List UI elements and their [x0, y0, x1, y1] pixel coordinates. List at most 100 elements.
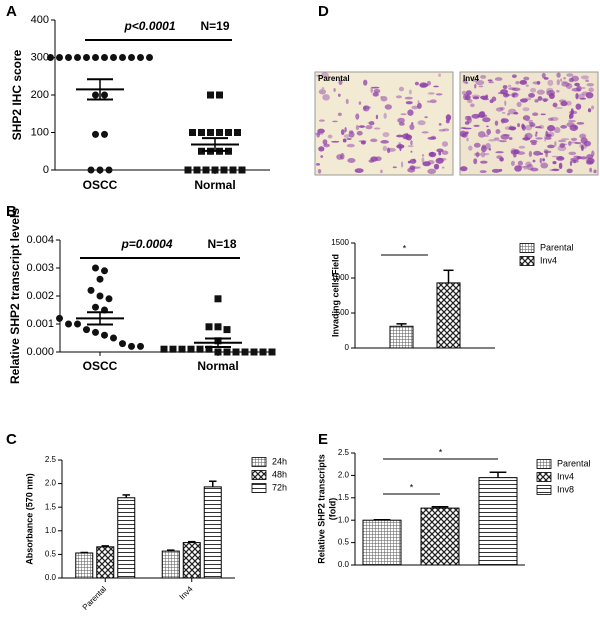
cell-blob	[421, 154, 425, 157]
cell-blob	[355, 124, 360, 131]
cell-blob	[397, 117, 405, 124]
cell-blob	[427, 92, 435, 95]
cell-blob	[480, 145, 487, 153]
data-point	[87, 286, 95, 294]
cell-blob	[559, 143, 566, 148]
cell-blob	[474, 84, 477, 89]
data-point	[101, 91, 108, 99]
data-point	[101, 130, 108, 138]
cell-blob	[487, 79, 493, 82]
bar	[161, 550, 180, 579]
cell-blob	[409, 123, 415, 130]
cell-blob	[530, 87, 537, 93]
cell-blob	[539, 158, 542, 164]
cell-blob	[504, 100, 507, 107]
cell-blob	[370, 138, 378, 143]
data-point	[214, 348, 222, 356]
cell-blob	[365, 125, 373, 130]
y-axis-label: Relative SHP2 transcripts	[316, 454, 326, 564]
cell-blob	[526, 164, 534, 171]
data-point	[83, 54, 90, 61]
cell-blob	[539, 152, 544, 155]
data-point	[207, 129, 214, 136]
cell-blob	[486, 128, 491, 135]
cell-blob	[367, 121, 371, 124]
cell-blob	[530, 124, 535, 127]
cell-blob	[480, 151, 486, 158]
data-point	[196, 345, 204, 353]
data-point	[205, 345, 213, 353]
legend-swatch	[519, 243, 535, 253]
y-tick-label: 2.0	[338, 471, 350, 480]
y-tick-label: 1.0	[45, 526, 57, 535]
cell-blob	[320, 72, 329, 79]
data-point	[128, 54, 135, 61]
cell-blob	[346, 143, 355, 148]
cell-blob	[445, 114, 452, 121]
data-point	[146, 54, 153, 61]
cell-blob	[585, 157, 594, 164]
cell-blob	[516, 101, 522, 107]
cell-blob	[382, 145, 388, 152]
x-tick-label: Normal	[194, 178, 235, 192]
cell-blob	[489, 99, 494, 104]
data-point	[238, 166, 246, 174]
annotation: p<0.0001	[123, 19, 175, 33]
cell-blob	[569, 113, 572, 120]
cell-blob	[583, 140, 592, 147]
cell-blob	[411, 122, 414, 125]
cell-blob	[362, 105, 370, 112]
cell-blob	[511, 74, 517, 79]
annotation: N=19	[200, 19, 229, 33]
cell-blob	[551, 168, 560, 172]
cell-blob	[465, 94, 471, 101]
data-point	[198, 129, 205, 136]
data-point	[223, 348, 231, 356]
cell-blob	[533, 150, 542, 156]
cell-blob	[580, 144, 584, 151]
cell-blob	[506, 112, 511, 116]
cell-blob	[348, 131, 355, 138]
cell-blob	[360, 140, 366, 145]
bar	[182, 542, 201, 579]
cell-blob	[318, 119, 325, 122]
cell-blob	[320, 155, 324, 158]
data-point	[119, 54, 126, 61]
cell-blob	[409, 158, 417, 164]
cell-blob	[438, 73, 442, 77]
panel-label: D	[318, 3, 329, 20]
data-point	[232, 348, 240, 356]
cell-blob	[422, 161, 431, 167]
y-axis-label: Invading cells/Field	[330, 254, 340, 337]
data-point	[211, 166, 219, 174]
cell-blob	[317, 168, 322, 174]
cell-blob	[398, 86, 405, 92]
y-tick-label: 1.5	[45, 502, 57, 511]
cell-blob	[398, 141, 402, 149]
cell-blob	[573, 155, 580, 158]
cell-blob	[383, 112, 387, 119]
cell-blob	[540, 113, 546, 116]
cell-blob	[574, 82, 580, 87]
cell-blob	[571, 75, 579, 82]
cell-blob	[570, 157, 579, 162]
cell-blob	[518, 165, 527, 168]
y-tick-label: 200	[31, 89, 49, 101]
cell-blob	[566, 168, 573, 174]
cell-blob	[581, 87, 586, 89]
y-tick-label: 2.5	[338, 448, 350, 457]
cell-blob	[441, 150, 449, 155]
cell-blob	[459, 166, 468, 172]
bar	[75, 552, 94, 579]
legend-label: 72h	[272, 482, 287, 492]
cell-blob	[576, 121, 585, 125]
cell-blob	[417, 100, 420, 104]
cell-blob	[511, 92, 519, 98]
data-point	[137, 342, 144, 350]
cell-blob	[545, 136, 552, 140]
cell-blob	[557, 145, 567, 152]
cell-blob	[550, 116, 559, 122]
cell-blob	[500, 89, 509, 95]
annotation: N=18	[207, 237, 236, 251]
cell-blob	[473, 124, 480, 127]
